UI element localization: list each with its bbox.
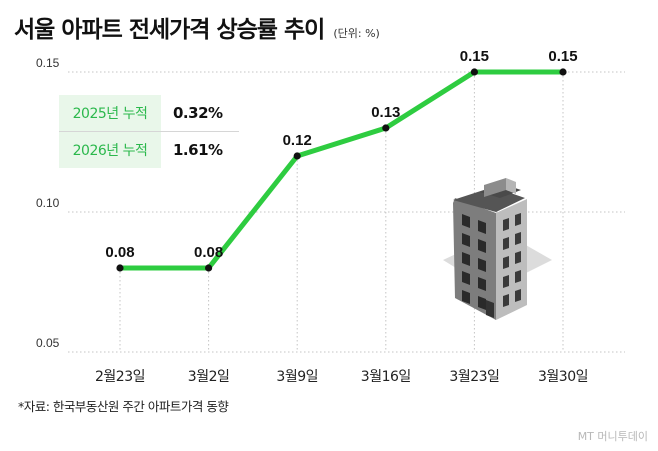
building-window <box>503 275 509 288</box>
summary-label: 2025년 누적 <box>59 95 161 131</box>
data-label: 0.15 <box>548 48 577 65</box>
summary-row-2025: 2025년 누적 0.32% <box>59 95 239 132</box>
building-window <box>462 271 470 285</box>
title-row: 서울 아파트 전세가격 상승률 추이 (단위: %) <box>14 10 380 44</box>
unit-label: (단위: %) <box>333 27 380 40</box>
y-tick-label: 0.15 <box>36 56 60 70</box>
series-layer <box>116 68 567 272</box>
building-right-face <box>496 199 527 320</box>
data-point <box>559 68 567 76</box>
x-tick-label: 3월2일 <box>188 369 230 385</box>
x-tick-label: 3월30일 <box>538 369 588 385</box>
summary-value: 0.32% <box>173 104 223 122</box>
x-tick-label: 2월23일 <box>95 369 145 385</box>
summary-row-2026: 2026년 누적 1.61% <box>59 132 239 168</box>
data-point <box>382 124 390 132</box>
building-window <box>462 233 470 247</box>
data-label: 0.08 <box>194 244 223 261</box>
building-penthouse <box>484 178 506 197</box>
data-point <box>470 68 478 76</box>
x-tick-label: 3월9일 <box>276 369 318 385</box>
data-point <box>116 264 124 272</box>
building-window <box>503 256 509 269</box>
building-window <box>515 270 521 283</box>
building-window <box>503 237 509 250</box>
building-window <box>515 289 521 302</box>
data-point <box>205 264 213 272</box>
building-window <box>478 296 486 310</box>
brand-logo: MT 머니투데이 <box>577 430 648 443</box>
x-tick-label: 3월16일 <box>361 369 411 385</box>
building-window <box>462 252 470 266</box>
source-note: *자료: 한국부동산원 주간 아파트가격 동향 <box>18 399 229 414</box>
building-window <box>515 213 521 226</box>
building-window <box>515 232 521 245</box>
summary-label: 2026년 누적 <box>59 132 161 168</box>
building-penthouse-side <box>506 178 516 194</box>
building-window <box>478 239 486 253</box>
building-window <box>478 220 486 234</box>
summary-value: 1.61% <box>173 141 223 159</box>
x-tick-label: 3월23일 <box>449 369 499 385</box>
data-label: 0.08 <box>105 244 134 261</box>
apartment-building-icon <box>443 178 552 320</box>
building-window <box>478 277 486 291</box>
data-label: 0.15 <box>460 48 489 65</box>
building-window <box>503 294 509 307</box>
building-window <box>478 258 486 272</box>
building-window <box>462 290 470 304</box>
data-label: 0.13 <box>371 104 400 121</box>
cumulative-summary-box: 2025년 누적 0.32% 2026년 누적 1.61% <box>59 95 239 168</box>
y-tick-label: 0.05 <box>36 336 60 350</box>
series-line <box>117 69 566 271</box>
y-tick-label: 0.10 <box>36 196 60 210</box>
data-label: 0.12 <box>283 132 312 149</box>
building-window <box>515 251 521 264</box>
building-window <box>462 214 470 228</box>
building-window <box>503 218 509 231</box>
building-door <box>486 300 494 318</box>
data-point <box>293 152 301 160</box>
label-layer: 0.08 2월23일 0.08 3월2일 0.12 3월9일 0.13 3월16일 0.15 3월… <box>95 48 588 385</box>
chart-title: 서울 아파트 전세가격 상승률 추이 <box>14 17 325 43</box>
